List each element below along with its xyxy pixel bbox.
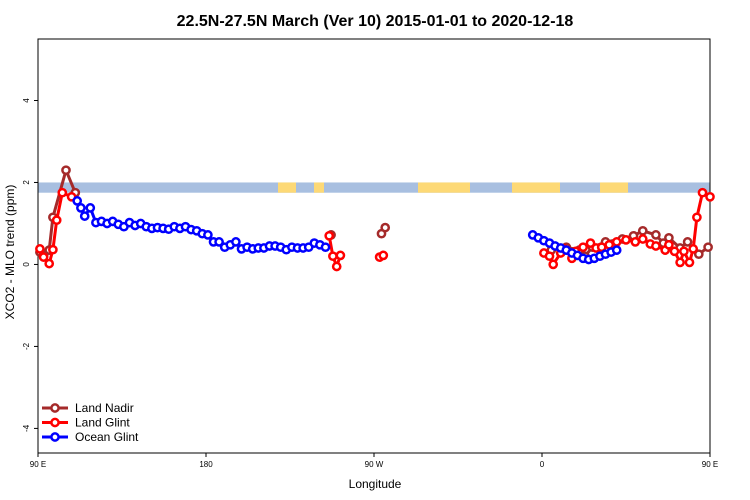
data-point — [637, 234, 648, 244]
data-point — [651, 230, 661, 240]
x-tick-label: 90 W — [365, 460, 384, 469]
land-mask-band — [38, 182, 710, 193]
data-point — [51, 215, 62, 226]
series-line — [327, 235, 342, 272]
data-point — [578, 242, 588, 253]
series-ocean-glint — [72, 196, 622, 265]
y-tick-label: -2 — [22, 342, 31, 350]
x-tick-label: 90 E — [30, 460, 46, 469]
data-point — [585, 238, 596, 248]
data-point — [688, 244, 699, 254]
data-point — [231, 237, 241, 247]
data-point — [328, 251, 338, 262]
data-point — [57, 187, 68, 198]
data-point — [692, 212, 702, 223]
series-land-glint — [35, 187, 715, 272]
data-point — [335, 250, 346, 261]
y-tick-label: 2 — [22, 180, 31, 185]
data-point — [664, 239, 674, 250]
data-point — [76, 203, 86, 213]
data-point — [548, 259, 559, 270]
legend-marker — [50, 403, 60, 413]
data-point — [203, 230, 213, 240]
y-tick-label: -4 — [22, 424, 31, 432]
data-point — [72, 196, 83, 206]
x-tick-label: 90 E — [702, 460, 718, 469]
legend-label: Land Nadir — [75, 401, 134, 415]
y-tick-label: 0 — [22, 262, 31, 267]
y-axis-label: XCO2 - MLO trend (ppm) — [3, 185, 17, 320]
data-point — [331, 261, 342, 272]
legend-label: Land Glint — [75, 416, 130, 430]
land-band-segment — [314, 182, 324, 193]
legend-item: Land Nadir — [42, 401, 134, 415]
legend-marker — [50, 417, 60, 428]
x-tick-label: 0 — [540, 460, 545, 469]
data-point — [684, 257, 695, 268]
data-point — [214, 237, 224, 247]
data-point — [320, 242, 331, 253]
data-point — [682, 237, 693, 247]
data-point — [705, 191, 715, 202]
series-layer — [35, 165, 715, 272]
data-point — [697, 187, 708, 198]
data-point — [544, 251, 555, 262]
data-point — [669, 246, 680, 257]
ocean-band — [38, 182, 710, 193]
data-point — [85, 203, 96, 213]
land-band-segment — [600, 182, 628, 193]
data-point — [675, 257, 685, 268]
legend-item: Ocean Glint — [42, 430, 139, 444]
data-point — [703, 242, 713, 253]
data-point — [44, 258, 55, 269]
data-point — [35, 244, 45, 254]
data-point — [693, 249, 704, 260]
land-band-segment — [278, 182, 296, 193]
data-point — [324, 230, 335, 241]
data-point — [651, 241, 661, 251]
legend-item: Land Glint — [42, 416, 130, 430]
data-point — [630, 237, 641, 247]
land-band-segment — [512, 182, 560, 193]
data-point — [48, 244, 58, 255]
data-point — [380, 222, 391, 233]
legend-marker — [50, 432, 60, 442]
x-axis-label: Longitude — [349, 477, 402, 491]
chart-title: 22.5N-27.5N March (Ver 10) 2015-01-01 to… — [177, 13, 574, 30]
data-point — [611, 245, 622, 255]
x-axis: 90 E 180 90 W 0 90 E — [30, 453, 718, 469]
data-point — [79, 211, 90, 221]
data-point — [637, 225, 648, 236]
land-band-segment — [418, 182, 470, 193]
data-point — [679, 246, 689, 257]
data-point — [621, 235, 631, 245]
x-tick-label: 180 — [199, 460, 213, 469]
data-point — [38, 252, 49, 262]
data-point — [378, 250, 389, 261]
data-point — [61, 165, 71, 176]
legend-label: Ocean Glint — [75, 430, 139, 444]
y-tick-label: 4 — [22, 98, 31, 103]
y-axis: -4 -2 0 2 4 — [22, 98, 38, 432]
data-point — [611, 237, 622, 247]
